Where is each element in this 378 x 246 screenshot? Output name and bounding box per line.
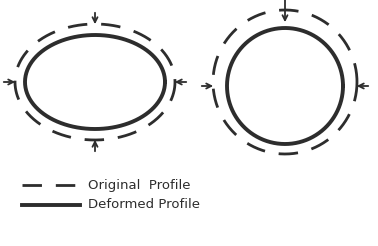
- Text: Original  Profile: Original Profile: [88, 179, 191, 191]
- Text: Deformed Profile: Deformed Profile: [88, 199, 200, 212]
